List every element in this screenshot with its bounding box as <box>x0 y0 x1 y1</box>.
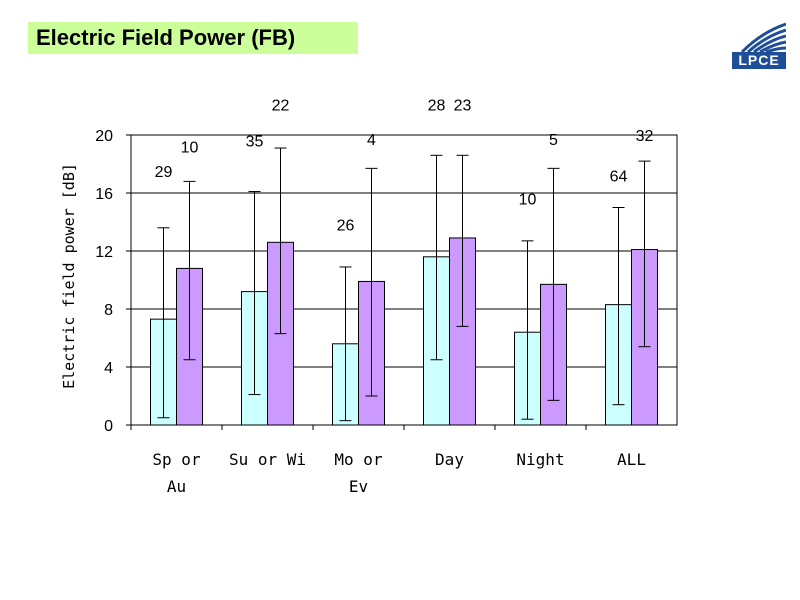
plot-area <box>130 134 678 426</box>
data-label: 10 <box>519 192 537 209</box>
x-tick-label: Au <box>167 477 186 496</box>
y-tick-label: 16 <box>95 186 113 203</box>
data-label: 23 <box>454 97 472 114</box>
data-label: 5 <box>549 132 558 149</box>
x-tick-label: Night <box>516 450 564 469</box>
y-tick-label: 4 <box>104 360 113 377</box>
data-label: 10 <box>181 139 199 156</box>
y-axis-label: Electric field power [dB] <box>60 163 78 389</box>
page-title: Electric Field Power (FB) <box>36 25 296 50</box>
x-tick-label: ALL <box>617 450 646 469</box>
data-label: 28 <box>428 97 446 114</box>
x-tick-label: Mo or <box>334 450 383 469</box>
y-tick-label: 0 <box>104 418 113 435</box>
data-label: 29 <box>155 164 173 181</box>
y-tick-label: 12 <box>95 244 113 261</box>
logo-graphic <box>740 22 787 54</box>
data-label: 4 <box>367 132 376 149</box>
data-label: 32 <box>636 128 654 145</box>
x-tick-label: Su or Wi <box>229 450 306 469</box>
x-tick-label: Ev <box>349 477 368 496</box>
logo-text: LPCE <box>732 52 786 69</box>
x-tick-label: Sp or <box>152 450 201 469</box>
lpce-logo: LPCE <box>732 18 787 72</box>
y-tick-label: 20 <box>95 128 113 145</box>
data-label: 26 <box>337 218 355 235</box>
x-tick-label: Day <box>435 450 464 469</box>
title-box: Electric Field Power (FB) <box>28 22 358 54</box>
data-label: 64 <box>610 168 628 185</box>
y-tick-label: 8 <box>104 302 113 319</box>
data-label: 22 <box>272 97 290 114</box>
data-label: 35 <box>246 134 264 151</box>
